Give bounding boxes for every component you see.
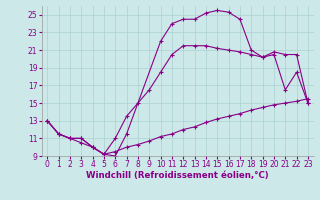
X-axis label: Windchill (Refroidissement éolien,°C): Windchill (Refroidissement éolien,°C) [86, 171, 269, 180]
